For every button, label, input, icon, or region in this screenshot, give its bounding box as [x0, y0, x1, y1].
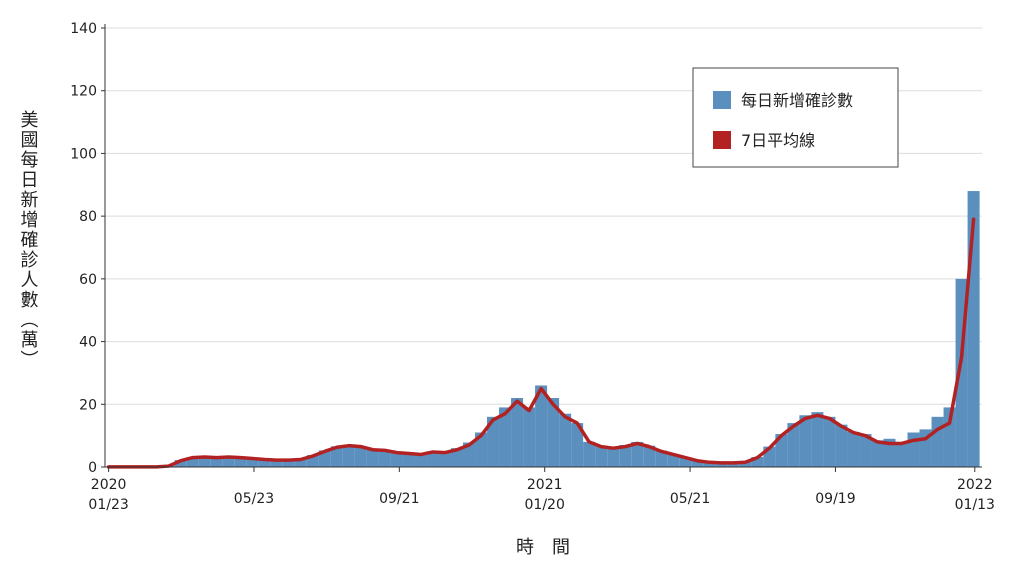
bar: [871, 440, 883, 467]
bar: [523, 407, 535, 467]
bar: [823, 417, 835, 467]
x-tick-label: 05/21: [670, 491, 710, 507]
x-tick-label: 09/19: [815, 491, 855, 507]
bar: [932, 417, 944, 467]
x-axis-label: 時 間: [516, 537, 570, 558]
bar: [811, 412, 823, 467]
y-tick-label: 100: [70, 146, 97, 162]
bar: [343, 445, 355, 467]
bar: [511, 398, 523, 467]
bar: [908, 433, 920, 467]
bar: [607, 448, 619, 467]
bar: [583, 442, 595, 467]
bar: [896, 442, 908, 467]
bars: [103, 191, 980, 467]
y-tick-label: 60: [79, 272, 97, 288]
legend-label: 每日新增確診數: [741, 91, 853, 110]
bar: [559, 414, 571, 467]
legend-swatch: [713, 131, 731, 149]
y-tick-label: 40: [79, 335, 97, 351]
y-tick-label: 20: [79, 397, 97, 413]
y-tick-label: 140: [70, 21, 97, 37]
bar: [391, 453, 403, 467]
bar: [847, 432, 859, 467]
legend-swatch: [713, 91, 731, 109]
y-axis-label: 美國每日新增確診人數（萬）: [18, 110, 39, 370]
y-tick-label: 0: [88, 460, 97, 476]
bar: [367, 450, 379, 467]
x-tick-label: 05/23: [234, 491, 274, 507]
legend-box: [693, 68, 898, 167]
y-tick-label: 80: [79, 209, 97, 225]
bar: [835, 425, 847, 467]
y-tick-label: 120: [70, 84, 97, 100]
bar: [355, 447, 367, 467]
x-tick-label: 09/21: [379, 491, 419, 507]
legend-label: 7日平均線: [741, 131, 815, 150]
